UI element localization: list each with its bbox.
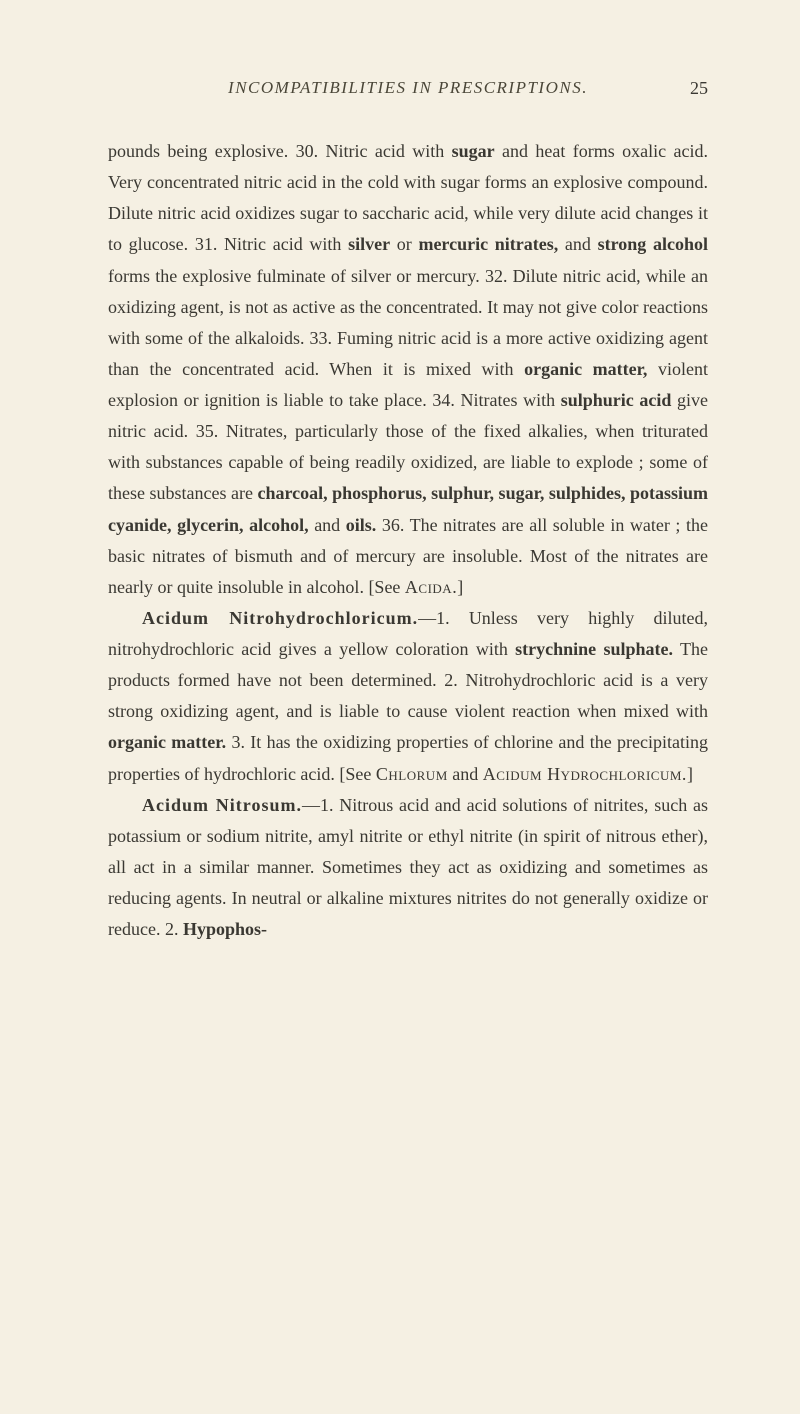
header-title: INCOMPATIBILITIES IN PRESCRIPTIONS. (228, 78, 588, 97)
text: and (309, 515, 346, 535)
smallcaps-ref: Acida. (405, 577, 457, 597)
bold-term: organic matter, (524, 359, 647, 379)
bold-term: silver (348, 234, 390, 254)
bold-term: Hypophos- (183, 919, 267, 939)
bold-term: strychnine sulphate. (515, 639, 673, 659)
bold-term: mercuric nitrates, (418, 234, 558, 254)
page-header: INCOMPATIBILITIES IN PRESCRIPTIONS. 25 (108, 78, 708, 98)
text: and (558, 234, 597, 254)
bold-term: sulphuric acid (561, 390, 672, 410)
smallcaps-ref: Chlorum (376, 764, 448, 784)
text: —1. Nitrous acid and acid solutions of n… (108, 795, 708, 940)
bold-term: sugar (452, 141, 495, 161)
section-heading: Acidum Nitrosum. (142, 795, 302, 815)
bold-term: strong alcohol (598, 234, 708, 254)
smallcaps-ref: Acidum Hydrochloricum. (483, 764, 687, 784)
text: pounds being explosive. 30. Nitric acid … (108, 141, 452, 161)
text: and (448, 764, 483, 784)
text: ] (687, 764, 693, 784)
bold-term: organic matter. (108, 732, 226, 752)
page-number: 25 (690, 78, 708, 99)
body-text: pounds being explosive. 30. Nitric acid … (108, 136, 708, 945)
section-heading: Acidum Nitrohydrochloricum. (142, 608, 418, 628)
text: ] (457, 577, 463, 597)
text: or (390, 234, 418, 254)
bold-term: oils. (346, 515, 377, 535)
paragraph-1: pounds being explosive. 30. Nitric acid … (108, 136, 708, 603)
paragraph-2: Acidum Nitrohydrochloricum.—1. Unless ve… (108, 603, 708, 790)
paragraph-3: Acidum Nitrosum.—1. Nitrous acid and aci… (108, 790, 708, 946)
